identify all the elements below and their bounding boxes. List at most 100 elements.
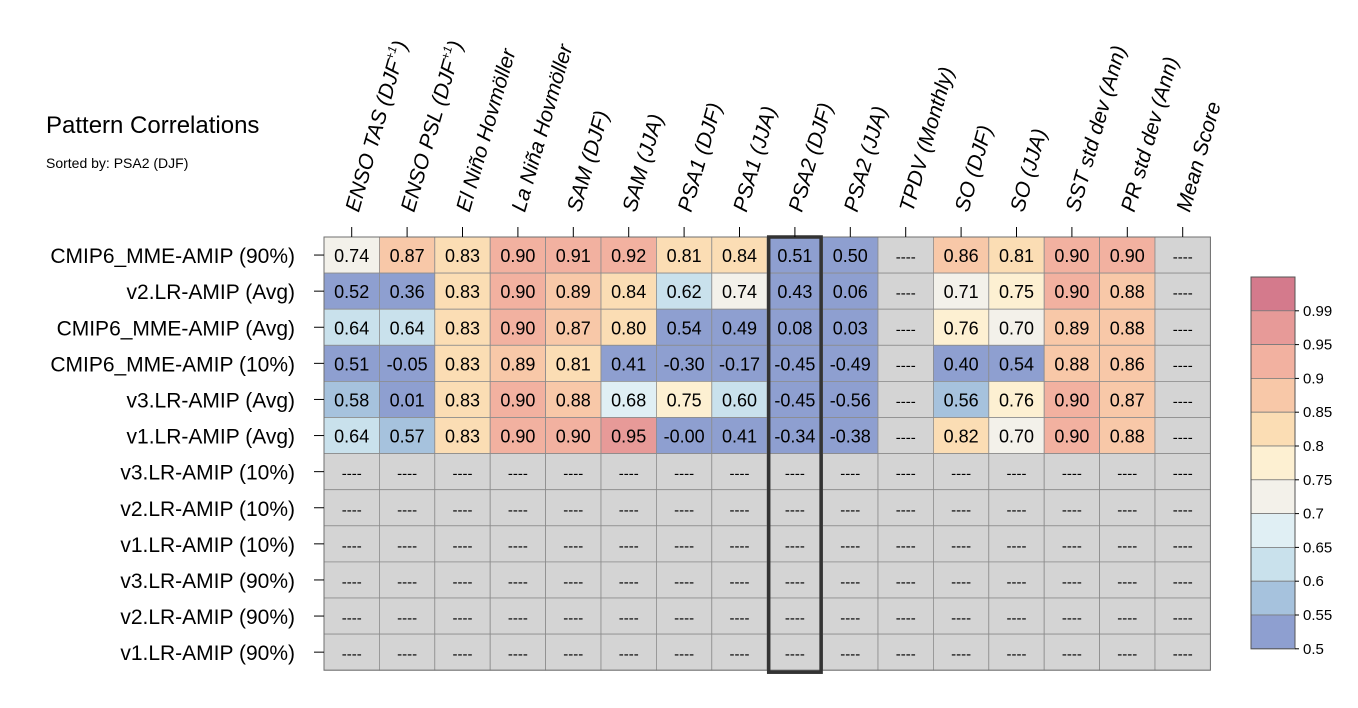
data-label: 0.88 (1110, 318, 1145, 338)
heatmap-cell (545, 417, 602, 454)
data-label: 0.90 (500, 282, 535, 302)
heatmap-cell (378, 308, 436, 346)
heatmap-cell (1154, 633, 1211, 671)
heatmap-cell (434, 453, 491, 491)
data-label: 0.90 (1054, 390, 1089, 410)
missing-label: ---- (1173, 574, 1193, 591)
data-label: 0.90 (1054, 427, 1089, 447)
missing-label: ---- (951, 574, 971, 591)
data-label: 0.87 (1110, 390, 1145, 410)
missing-label: ---- (674, 574, 694, 591)
heatmap-cell (933, 597, 990, 635)
heatmap-cell (822, 380, 879, 418)
heatmap-cell (877, 380, 934, 418)
heatmap-cell (323, 633, 380, 671)
missing-label: ---- (342, 610, 362, 627)
heatmap-cell (434, 272, 491, 310)
colorbar-tick-label: 0.5 (1303, 641, 1324, 658)
missing-label: ---- (1173, 466, 1193, 483)
heatmap-cell (933, 417, 990, 454)
heatmap-cell (323, 525, 380, 563)
missing-label: ---- (840, 502, 860, 519)
data-label: 0.83 (445, 318, 480, 338)
missing-label: ---- (785, 574, 805, 591)
missing-label: ---- (1007, 610, 1027, 627)
heatmap-cell (489, 489, 547, 527)
missing-label: ---- (1007, 466, 1027, 483)
data-label: 0.89 (556, 282, 591, 302)
column-label: SAM (DJF) (563, 108, 614, 214)
colorbar-tick-label: 0.9 (1303, 370, 1324, 387)
missing-label: ---- (619, 610, 639, 627)
colorbar-swatch (1250, 479, 1296, 514)
heatmap-cell (988, 417, 1045, 454)
data-label: 0.86 (1110, 354, 1145, 374)
data-label: 0.90 (500, 390, 535, 410)
missing-label: ---- (730, 502, 750, 519)
heatmap-cell (434, 380, 491, 418)
data-label: 0.88 (1110, 282, 1145, 302)
column-label: SO (JJA) (1006, 126, 1052, 214)
missing-label: ---- (1062, 502, 1082, 519)
heatmap-cell (1154, 308, 1211, 346)
heatmap-cell (711, 344, 768, 382)
data-label: 0.74 (722, 282, 757, 302)
row-label: CMIP6_MME-AMIP (10%) (50, 353, 295, 376)
heatmap-cell (434, 561, 491, 599)
heatmap-cell (822, 633, 879, 671)
missing-label: ---- (342, 466, 362, 483)
colorbar-tick-label: 0.95 (1303, 337, 1332, 354)
missing-label: ---- (1173, 285, 1193, 302)
row-label: v1.LR-AMIP (Avg) (127, 426, 295, 449)
missing-label: ---- (563, 538, 583, 555)
data-label: 0.90 (500, 246, 535, 266)
data-label: 0.57 (390, 427, 425, 447)
heatmap-cell (988, 453, 1045, 491)
heatmap-cell (877, 453, 934, 491)
missing-label: ---- (896, 466, 916, 483)
heatmap-cell (877, 633, 934, 671)
heatmap-cell (489, 380, 547, 418)
row-label: v1.LR-AMIP (10%) (120, 534, 295, 557)
heatmap-cell (766, 380, 824, 418)
missing-label: ---- (619, 646, 639, 663)
missing-label: ---- (397, 502, 417, 519)
missing-label: ---- (453, 574, 473, 591)
column-label: TPDV (Monthly) (895, 64, 958, 214)
data-label: -0.34 (774, 427, 815, 447)
heatmap-cell (877, 561, 934, 599)
data-label: 0.84 (722, 246, 757, 266)
heatmap-cell (323, 272, 380, 310)
data-label: 0.95 (611, 427, 646, 447)
missing-label: ---- (453, 610, 473, 627)
colorbar-swatch (1250, 377, 1296, 413)
column-label: PSA1 (JJA) (729, 104, 781, 215)
heatmap-cell (1099, 417, 1156, 454)
colorbar-swatch (1250, 276, 1296, 312)
colorbar-swatch (1250, 344, 1296, 379)
heatmap-cell (711, 489, 768, 527)
data-label: 0.64 (390, 318, 425, 338)
data-label: 0.41 (722, 427, 757, 447)
row-label: v2.LR-AMIP (10%) (120, 498, 295, 521)
data-label: 0.90 (1054, 282, 1089, 302)
heatmap-cell (1043, 417, 1100, 454)
missing-label: ---- (397, 466, 417, 483)
colorbar-tick-label: 0.55 (1303, 607, 1332, 624)
heatmap-cell (545, 489, 602, 527)
data-label: 0.90 (500, 318, 535, 338)
heatmap-cell (711, 453, 768, 491)
heatmap-cell (766, 236, 824, 274)
data-label: 0.90 (1054, 246, 1089, 266)
heatmap-cell (822, 453, 879, 491)
heatmap-cell (489, 272, 547, 310)
missing-label: ---- (1173, 249, 1193, 266)
heatmap-cell (600, 417, 657, 454)
heatmap-cell (933, 272, 990, 310)
data-label: 0.52 (334, 282, 369, 302)
missing-label: ---- (508, 610, 528, 627)
heatmap-cell (434, 344, 491, 382)
missing-label: ---- (785, 646, 805, 663)
data-label: 0.92 (611, 246, 646, 266)
